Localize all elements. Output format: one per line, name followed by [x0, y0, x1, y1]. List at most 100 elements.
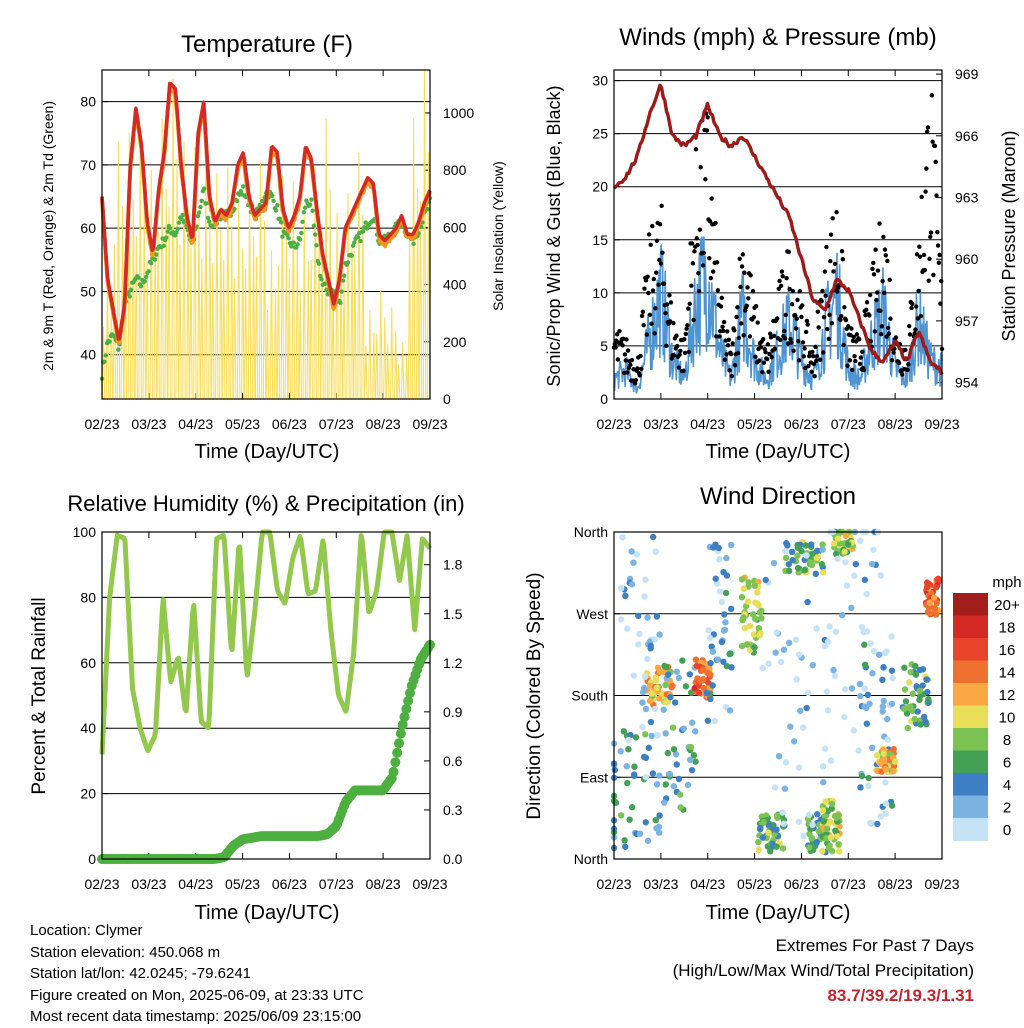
- wind-gust-point: [847, 358, 853, 363]
- dewpoint-point: [127, 294, 132, 299]
- wind-gust-point: [873, 247, 878, 252]
- wind-gust-point: [715, 288, 721, 293]
- direction-ytick-label: North: [574, 851, 608, 867]
- humidity-ytick-label: 60: [80, 655, 96, 671]
- pressure-line: [612, 83, 944, 376]
- wind-gust-point: [668, 300, 674, 305]
- location-text: Location: Clymer: [30, 922, 143, 939]
- wind-gust-point: [788, 337, 793, 342]
- wind-direction-point: [645, 744, 653, 752]
- wind-direction-point: [641, 673, 649, 681]
- wind-gust-point: [718, 328, 723, 334]
- temperature-ytick-label: 60: [80, 220, 96, 236]
- wind-direction-point: [834, 535, 842, 542]
- wind-gust-point: [725, 343, 731, 348]
- wind-gust-point: [921, 252, 927, 258]
- wind-direction-point: [641, 593, 648, 600]
- wind-direction-point: [770, 559, 778, 567]
- wind-direction-point: [792, 636, 800, 644]
- wind-gust-point: [674, 333, 679, 338]
- wind-gust-point: [714, 260, 720, 265]
- wind-gust-point: [853, 358, 858, 364]
- legend-swatch: [953, 773, 988, 796]
- wind-gust-point: [815, 309, 821, 314]
- wind-direction-point: [652, 674, 659, 681]
- wind-direction-point: [925, 695, 932, 703]
- wind-gust-point: [819, 299, 824, 304]
- wind-gust-point: [839, 313, 844, 319]
- wind-gust-point: [851, 334, 856, 340]
- wind-direction-point: [787, 723, 794, 730]
- wind-direction-point: [888, 700, 896, 707]
- wind-direction-point: [704, 669, 711, 677]
- wind-direction-point: [808, 835, 816, 842]
- humidity-xlabel: Time (Day/UTC): [195, 902, 340, 924]
- wind-direction-point: [835, 840, 842, 848]
- wind-gust-point: [937, 252, 942, 258]
- dewpoint-point: [195, 213, 201, 219]
- wind-direction-point: [673, 761, 680, 768]
- wind-direction-point: [801, 566, 808, 574]
- temperature-xtick-label: 02/23: [84, 416, 119, 432]
- wind-direction-point: [782, 759, 790, 766]
- dewpoint-point: [302, 205, 308, 210]
- wind-direction-point: [656, 668, 664, 675]
- wind-gust-point: [746, 296, 751, 301]
- wind-direction-point: [620, 728, 628, 735]
- temperature-y2tick-label: 600: [443, 219, 467, 235]
- extremes-heading: Extremes For Past 7 Days: [775, 936, 974, 955]
- wind-direction-point: [624, 625, 631, 632]
- dewpoint-point: [275, 202, 280, 208]
- wind-gust-point: [935, 243, 941, 248]
- precipitation-point: [395, 728, 406, 739]
- wind-gust-point: [924, 129, 930, 134]
- temperature-title: Temperature (F): [181, 31, 353, 58]
- wind-direction-point: [728, 541, 735, 549]
- wind-gust-point: [823, 293, 828, 298]
- wind-direction-point: [807, 541, 815, 548]
- wind-direction-point: [900, 705, 908, 713]
- wind-gust-point: [661, 281, 667, 286]
- wind-gust-point: [727, 368, 732, 373]
- wind-gust-point: [696, 288, 702, 294]
- wind-direction-point: [851, 572, 858, 579]
- wind-direction-point: [856, 537, 864, 544]
- wind-gust-point: [654, 238, 660, 243]
- wind-gust-point: [927, 256, 932, 262]
- wind-direction-point: [618, 812, 625, 819]
- wind-direction-point: [642, 705, 650, 713]
- wind-gust-point: [810, 349, 815, 355]
- humidity-panel: Relative Humidity (%) & Precipitation (i…: [29, 491, 465, 924]
- wind-direction-point: [882, 800, 890, 807]
- wind-direction-point: [823, 688, 831, 695]
- wind-direction-point: [828, 800, 836, 808]
- wind-gust-point: [615, 357, 621, 362]
- dewpoint-point: [316, 261, 322, 266]
- dewpoint-point: [199, 198, 204, 204]
- wind-direction-point: [906, 679, 913, 686]
- wind-direction-point: [644, 837, 652, 844]
- dewpoint-point: [289, 244, 294, 249]
- wind-direction-point: [865, 782, 872, 790]
- wind-gust-point: [778, 283, 784, 289]
- wind-gust-point: [843, 317, 849, 323]
- wind-gust-point: [782, 336, 788, 341]
- wind-gust-point: [780, 273, 785, 279]
- wind-direction-point: [882, 649, 889, 657]
- dewpoint-point: [175, 226, 180, 232]
- wind-direction-point: [762, 576, 769, 584]
- direction-xtick-label: 09/23: [924, 876, 959, 892]
- wind-direction-point: [771, 784, 779, 791]
- wind-speed-line: [613, 236, 943, 394]
- wind-direction-point: [726, 707, 734, 714]
- wind-gust-point: [914, 304, 919, 309]
- wind-direction-point: [916, 666, 924, 674]
- wind-direction-point: [715, 544, 722, 552]
- dewpoint-point: [338, 300, 343, 305]
- wind-direction-point: [821, 813, 829, 820]
- wind-gust-point: [834, 209, 839, 215]
- wind-gust-point: [751, 314, 756, 320]
- wind-direction-point: [857, 784, 864, 791]
- wind-direction-point: [933, 599, 940, 607]
- dewpoint-point: [204, 201, 209, 206]
